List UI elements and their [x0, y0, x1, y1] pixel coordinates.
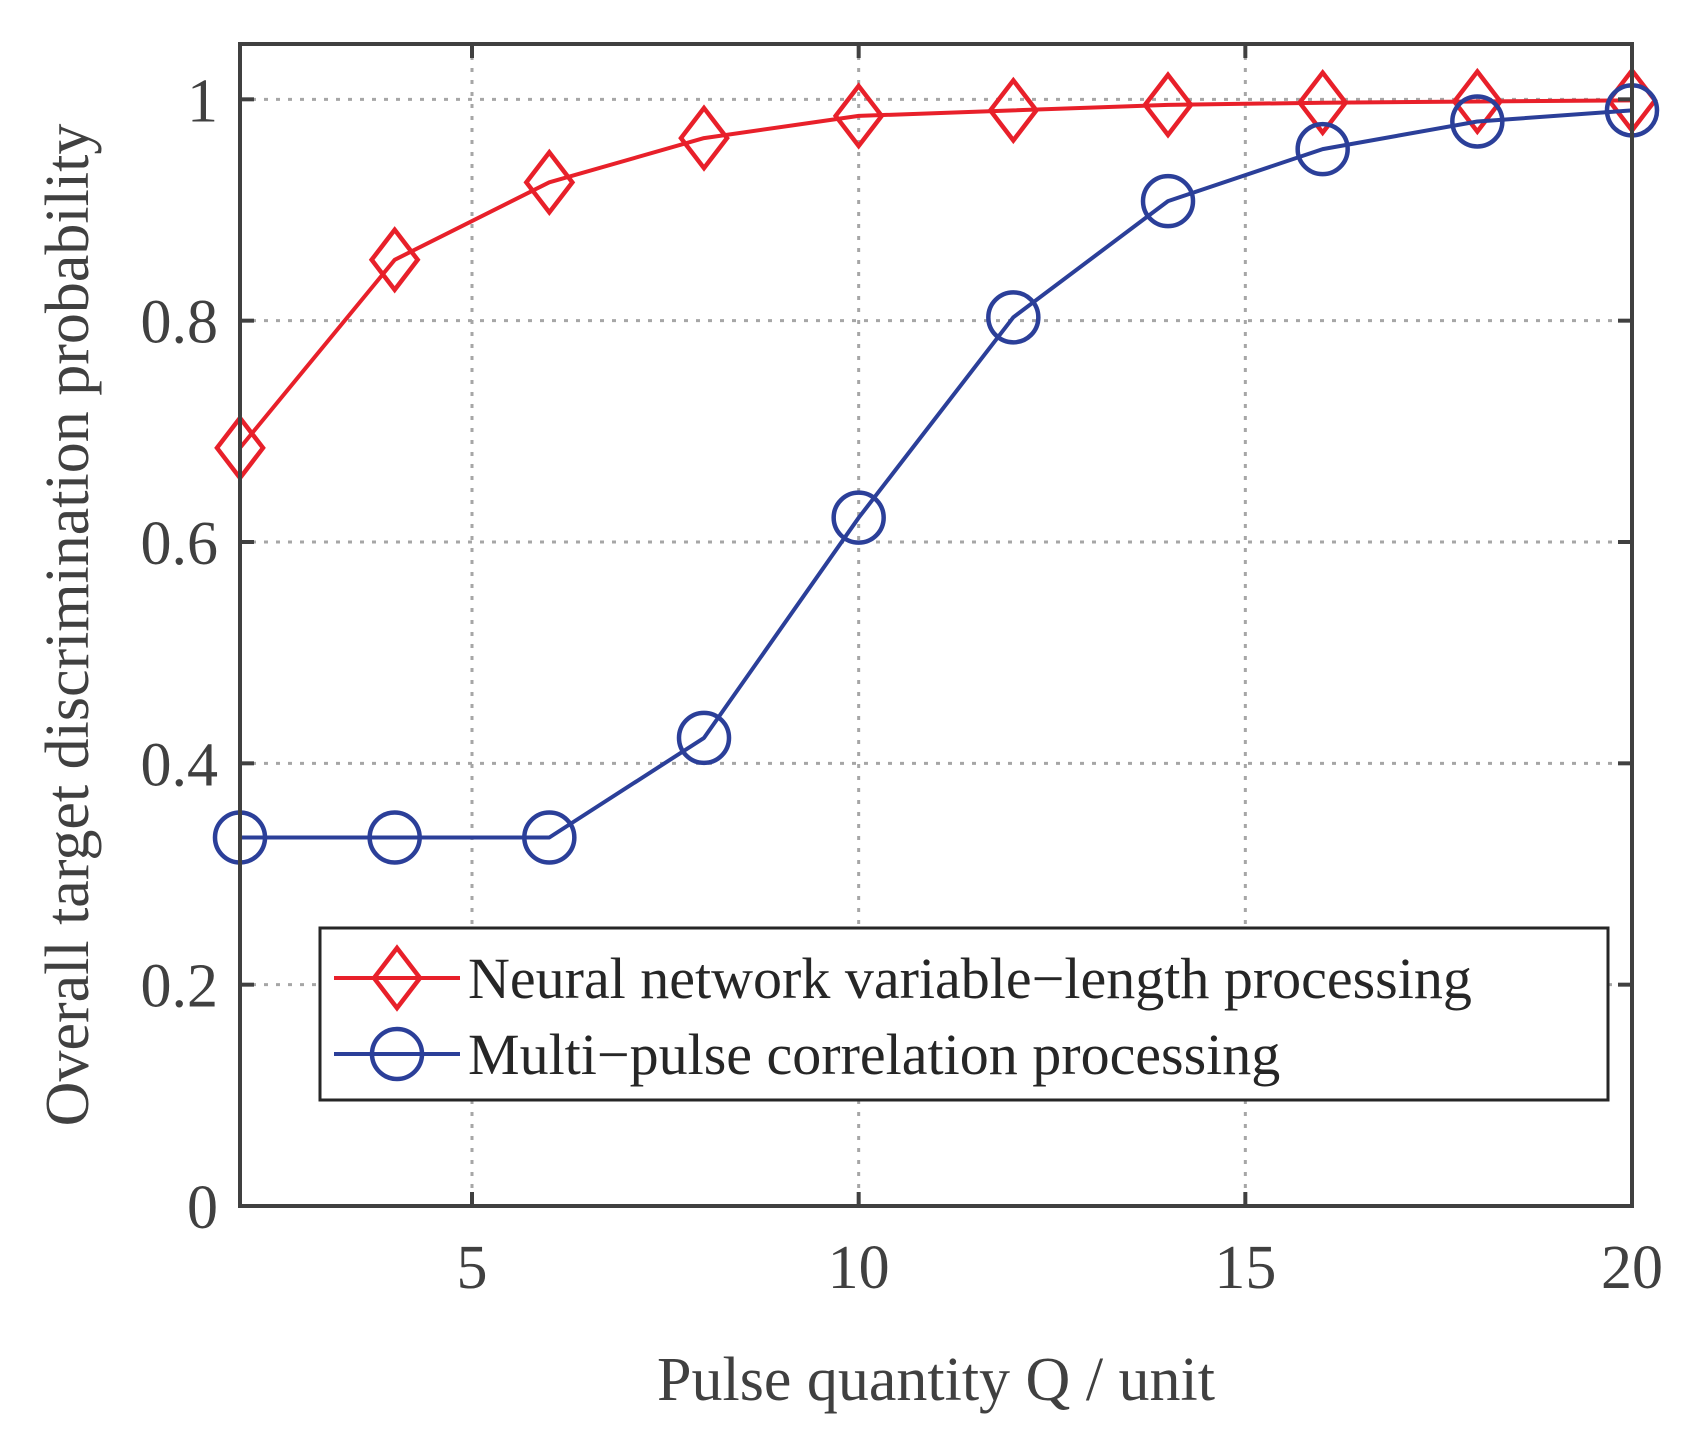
y-tick-label: 0.6	[141, 510, 219, 578]
legend-marker-1	[371, 944, 423, 1012]
x-tick-label: 5	[457, 1234, 488, 1302]
ticks: 5 10 15 20 0 0.2 0.4 0.6 0.8 1	[141, 44, 1663, 1302]
y-tick-label: 1	[187, 67, 218, 135]
series-1-point	[1296, 68, 1349, 137]
x-tick-label: 20	[1601, 1234, 1663, 1302]
legend-box	[318, 926, 1610, 1102]
series-1-point	[987, 76, 1040, 145]
series-1-point	[1142, 71, 1194, 139]
series-1	[214, 66, 1658, 482]
series-1-point	[1451, 67, 1504, 136]
series-1-point	[368, 226, 421, 294]
series-2-point	[1140, 173, 1196, 229]
series-layer	[212, 66, 1660, 865]
y-axis-label: Overall target discrimination probabilit…	[34, 124, 102, 1127]
series-2-point	[831, 490, 886, 545]
series-2-point	[676, 710, 732, 766]
x-tick-label: 15	[1214, 1234, 1276, 1302]
series-2-point	[1295, 121, 1350, 177]
y-tick-label: 0	[187, 1174, 218, 1242]
plot-frame	[238, 42, 1634, 1208]
legend-label-1: Neural network variable−length processin…	[468, 946, 1472, 1011]
series-2-line	[240, 108, 1633, 840]
series-1-point	[832, 82, 885, 150]
series-1-point	[678, 104, 730, 172]
legend-label-2: Multi−pulse correlation processing	[468, 1022, 1280, 1087]
series-2-point	[522, 810, 577, 865]
x-axis-label: Pulse quantity Q / unit	[657, 1346, 1215, 1414]
series-1-point	[523, 148, 576, 217]
y-tick-label: 0.4	[141, 731, 219, 799]
y-tick-label: 0.2	[141, 953, 219, 1021]
legend: Neural network variable−length processin…	[318, 926, 1610, 1102]
series-2	[212, 83, 1660, 865]
series-2-point	[367, 810, 422, 865]
y-tick-label: 0.8	[141, 289, 219, 357]
x-tick-label: 10	[828, 1234, 890, 1302]
legend-marker-2	[369, 1026, 425, 1082]
series-1-line	[238, 98, 1633, 450]
series-2-point	[1450, 94, 1505, 149]
series-2-point	[986, 290, 1041, 345]
